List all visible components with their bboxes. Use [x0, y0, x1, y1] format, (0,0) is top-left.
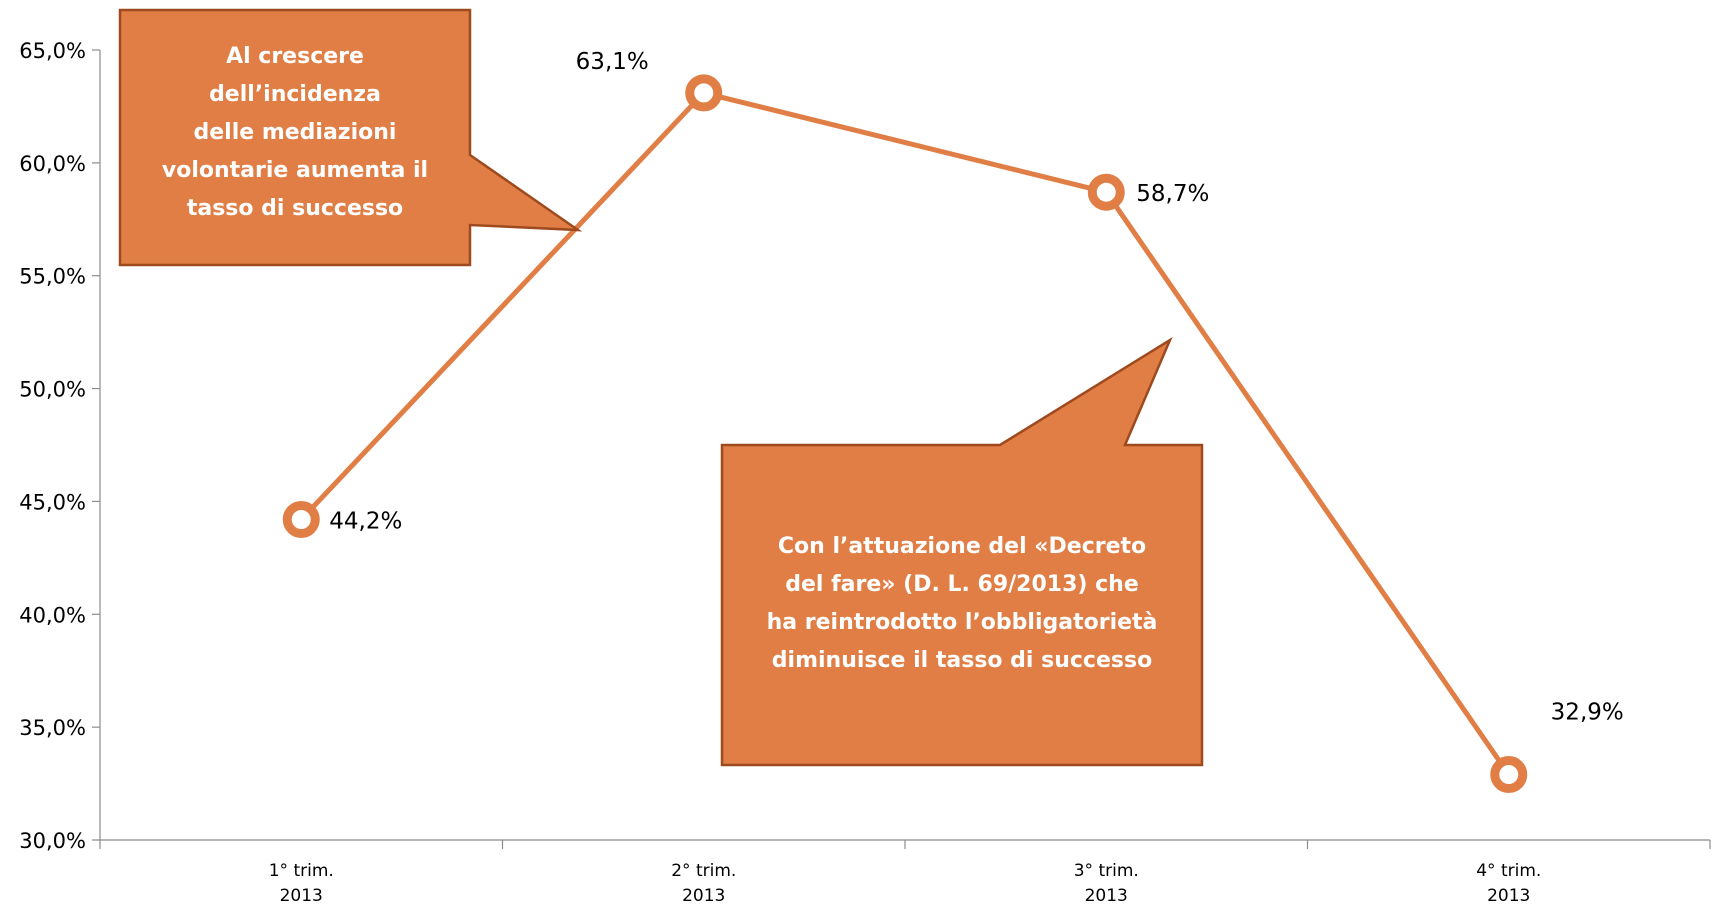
callout-shape	[118, 8, 583, 267]
y-tick-label: 35,0%	[19, 716, 86, 740]
y-tick-label: 40,0%	[19, 603, 86, 627]
callouts: Al crescere dell’incidenza delle mediazion…	[118, 8, 1204, 767]
y-tick-label: 30,0%	[19, 829, 86, 853]
series-line	[299, 90, 1511, 776]
y-tick-label: 65,0%	[19, 39, 86, 63]
x-tick-labels: 1° trim. 2013 2° trim. 2013 3° trim. 2013 4° t…	[269, 861, 1542, 906]
x-tick-label: 4° trim. 2013	[1476, 861, 1541, 906]
callout-left: Al crescere dell’incidenza delle mediazion…	[118, 8, 583, 267]
y-tick-label: 45,0%	[19, 490, 86, 514]
callout-text-line: delle mediazioni	[194, 120, 397, 145]
callout-text-line: diminuisce il tasso di successo	[772, 648, 1152, 673]
data-point-marker	[1087, 173, 1125, 211]
callout-text-line: ha reintrodotto l’obbligatorietà	[767, 610, 1158, 635]
y-tick-label: 60,0%	[19, 152, 86, 176]
callout-text-line: dell’incidenza	[209, 82, 381, 107]
data-labels: 44,2% 63,1% 58,7% 32,9%	[282, 49, 1624, 794]
data-label: 63,1%	[576, 49, 649, 75]
callout-right: Con l’attuazione del «Decreto del fare» (…	[720, 336, 1204, 767]
callout-text-line: Al crescere	[226, 44, 364, 69]
data-label: 58,7%	[1136, 181, 1209, 207]
data-point-marker	[1490, 756, 1528, 794]
y-tick-label: 55,0%	[19, 265, 86, 289]
callout-shape	[720, 336, 1204, 767]
data-label: 44,2%	[329, 508, 402, 534]
data-label: 32,9%	[1551, 700, 1624, 726]
axes	[92, 49, 1711, 849]
x-tick-label: 3° trim. 2013	[1074, 861, 1139, 906]
callout-text-line: volontarie aumenta il	[162, 158, 428, 183]
data-point-marker	[685, 74, 723, 112]
y-tick-labels: 30,0% 35,0% 40,0% 45,0% 50,0% 55,0% 60,0% 65,0%	[19, 39, 86, 853]
callout-text-line: tasso di successo	[187, 196, 403, 221]
y-tick-label: 50,0%	[19, 378, 86, 402]
x-tick-label: 1° trim. 2013	[269, 861, 334, 906]
x-tick-label: 2° trim. 2013	[671, 861, 736, 906]
data-point-marker	[282, 500, 320, 538]
series-polyline	[299, 90, 1511, 776]
callout-text-line: Con l’attuazione del «Decreto	[778, 534, 1146, 559]
callout-text-line: del fare» (D. L. 69/2013) che	[785, 572, 1139, 597]
